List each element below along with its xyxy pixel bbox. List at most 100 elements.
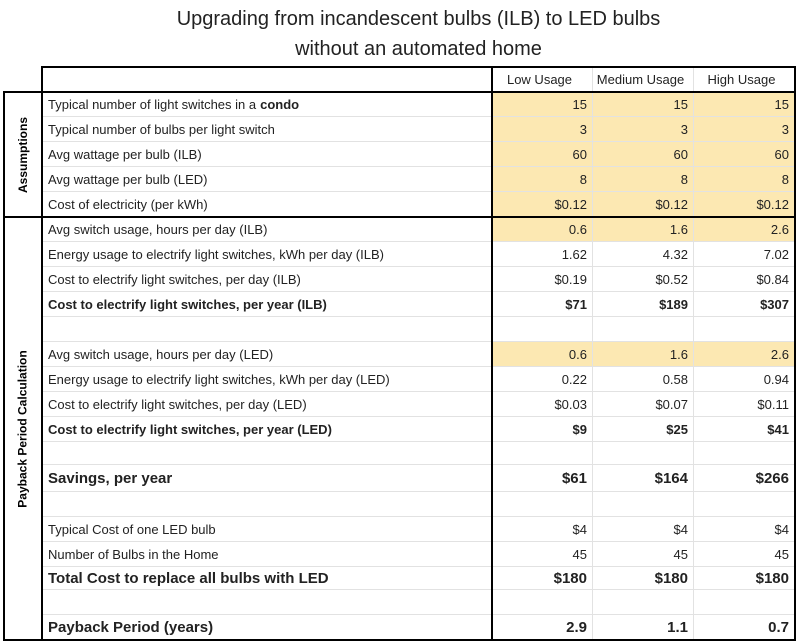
row-label: Total Cost to replace all bulbs with LED bbox=[42, 567, 492, 590]
border bbox=[491, 66, 493, 640]
value-cell: 45 bbox=[492, 542, 593, 567]
row-label: Typical number of bulbs per light switch bbox=[42, 117, 492, 142]
row-label-emphasis: condo bbox=[260, 96, 300, 112]
row-label-text: Cost to electrify light switches, per da… bbox=[48, 271, 301, 287]
empty-cell bbox=[593, 317, 694, 342]
border bbox=[41, 66, 796, 68]
empty-cell bbox=[492, 590, 593, 615]
value-cell: 15 bbox=[694, 92, 795, 117]
row-label: Energy usage to electrify light switches… bbox=[42, 242, 492, 267]
value-cell: $41 bbox=[694, 417, 795, 442]
empty-cell bbox=[492, 442, 593, 465]
row-label: Avg switch usage, hours per day (ILB) bbox=[42, 217, 492, 242]
value-cell: $9 bbox=[492, 417, 593, 442]
row-label: Typical Cost of one LED bulb bbox=[42, 517, 492, 542]
value-cell: 3 bbox=[593, 117, 694, 142]
value-cell: $0.84 bbox=[694, 267, 795, 292]
row-label: Cost to electrify light switches, per da… bbox=[42, 392, 492, 417]
row-label: Avg wattage per bulb (LED) bbox=[42, 167, 492, 192]
value-cell: $0.03 bbox=[492, 392, 593, 417]
section-label: Assumptions bbox=[16, 116, 31, 193]
value-cell: $4 bbox=[593, 517, 694, 542]
row-label: Energy usage to electrify light switches… bbox=[42, 367, 492, 392]
row-label-text: Cost to electrify light switches, per ye… bbox=[48, 421, 332, 437]
value-cell: 15 bbox=[593, 92, 694, 117]
row-label-text: Avg switch usage, hours per day (LED) bbox=[48, 346, 274, 362]
empty-cell bbox=[694, 317, 795, 342]
row-label: Cost to electrify light switches, per da… bbox=[42, 267, 492, 292]
row-label: Cost to electrify light switches, per ye… bbox=[42, 417, 492, 442]
row-label-text: Typical Cost of one LED bulb bbox=[48, 521, 216, 537]
empty-cell bbox=[42, 492, 492, 517]
value-cell: 1.6 bbox=[593, 342, 694, 367]
value-cell: 2.6 bbox=[694, 217, 795, 242]
row-label-text: Cost to electrify light switches, per ye… bbox=[48, 296, 327, 312]
value-cell: $25 bbox=[593, 417, 694, 442]
section-label: Payback Period Calculation bbox=[16, 349, 31, 508]
row-label: Payback Period (years) bbox=[42, 615, 492, 640]
value-cell: 45 bbox=[593, 542, 694, 567]
row-label-text: Savings, per year bbox=[48, 469, 173, 487]
empty-cell bbox=[593, 492, 694, 517]
value-cell: 45 bbox=[694, 542, 795, 567]
empty-cell bbox=[694, 590, 795, 615]
value-cell: $180 bbox=[694, 567, 795, 590]
value-cell: 4.32 bbox=[593, 242, 694, 267]
row-label-text: Energy usage to electrify light switches… bbox=[48, 371, 390, 387]
empty-cell bbox=[593, 442, 694, 465]
value-cell: 7.02 bbox=[694, 242, 795, 267]
value-cell: 0.6 bbox=[492, 342, 593, 367]
border bbox=[3, 91, 5, 640]
row-label: Typical number of light switches in a con… bbox=[42, 92, 492, 117]
empty-cell bbox=[492, 317, 593, 342]
column-header: Low Usage bbox=[492, 67, 593, 92]
section-label-box: Assumptions bbox=[4, 92, 42, 217]
row-label-text: Payback Period (years) bbox=[48, 618, 214, 636]
row-label-text: Cost to electrify light switches, per da… bbox=[48, 396, 307, 412]
value-cell: $164 bbox=[593, 465, 694, 492]
row-label-text: Typical number of light switches in a bbox=[48, 96, 257, 112]
value-cell: 60 bbox=[492, 142, 593, 167]
column-header: Medium Usage bbox=[593, 67, 694, 92]
value-cell: $71 bbox=[492, 292, 593, 317]
value-cell: 0.7 bbox=[694, 615, 795, 640]
value-cell: $266 bbox=[694, 465, 795, 492]
value-cell: 15 bbox=[492, 92, 593, 117]
section-label-box: Payback Period Calculation bbox=[4, 217, 42, 640]
value-cell: 0.94 bbox=[694, 367, 795, 392]
empty-cell bbox=[42, 590, 492, 615]
value-cell: $307 bbox=[694, 292, 795, 317]
row-label-text: Total Cost to replace all bulbs with LED bbox=[48, 569, 329, 587]
border bbox=[3, 216, 796, 218]
row-label: Avg switch usage, hours per day (LED) bbox=[42, 342, 492, 367]
value-cell: $0.11 bbox=[694, 392, 795, 417]
row-label: Number of Bulbs in the Home bbox=[42, 542, 492, 567]
value-cell: 1.1 bbox=[593, 615, 694, 640]
column-header: High Usage bbox=[694, 67, 795, 92]
value-cell: 8 bbox=[694, 167, 795, 192]
value-cell: 60 bbox=[593, 142, 694, 167]
value-cell: $180 bbox=[593, 567, 694, 590]
value-cell: $189 bbox=[593, 292, 694, 317]
row-label-text: Energy usage to electrify light switches… bbox=[48, 246, 384, 262]
empty-cell bbox=[492, 492, 593, 517]
title: Upgrading from incandescent bulbs (ILB) … bbox=[176, 8, 661, 30]
value-cell: 60 bbox=[694, 142, 795, 167]
value-cell: 8 bbox=[492, 167, 593, 192]
value-cell: $0.07 bbox=[593, 392, 694, 417]
border bbox=[794, 66, 796, 640]
value-cell: 0.58 bbox=[593, 367, 694, 392]
value-cell: $0.12 bbox=[694, 192, 795, 217]
row-label: Cost of electricity (per kWh) bbox=[42, 192, 492, 217]
empty-cell bbox=[42, 442, 492, 465]
row-label-text: Number of Bulbs in the Home bbox=[48, 546, 219, 562]
value-cell: $4 bbox=[694, 517, 795, 542]
header-label-cell bbox=[42, 67, 492, 92]
value-cell: $0.12 bbox=[593, 192, 694, 217]
empty-cell bbox=[593, 590, 694, 615]
value-cell: 0.6 bbox=[492, 217, 593, 242]
border bbox=[41, 639, 796, 641]
value-cell: 2.9 bbox=[492, 615, 593, 640]
value-cell: 8 bbox=[593, 167, 694, 192]
